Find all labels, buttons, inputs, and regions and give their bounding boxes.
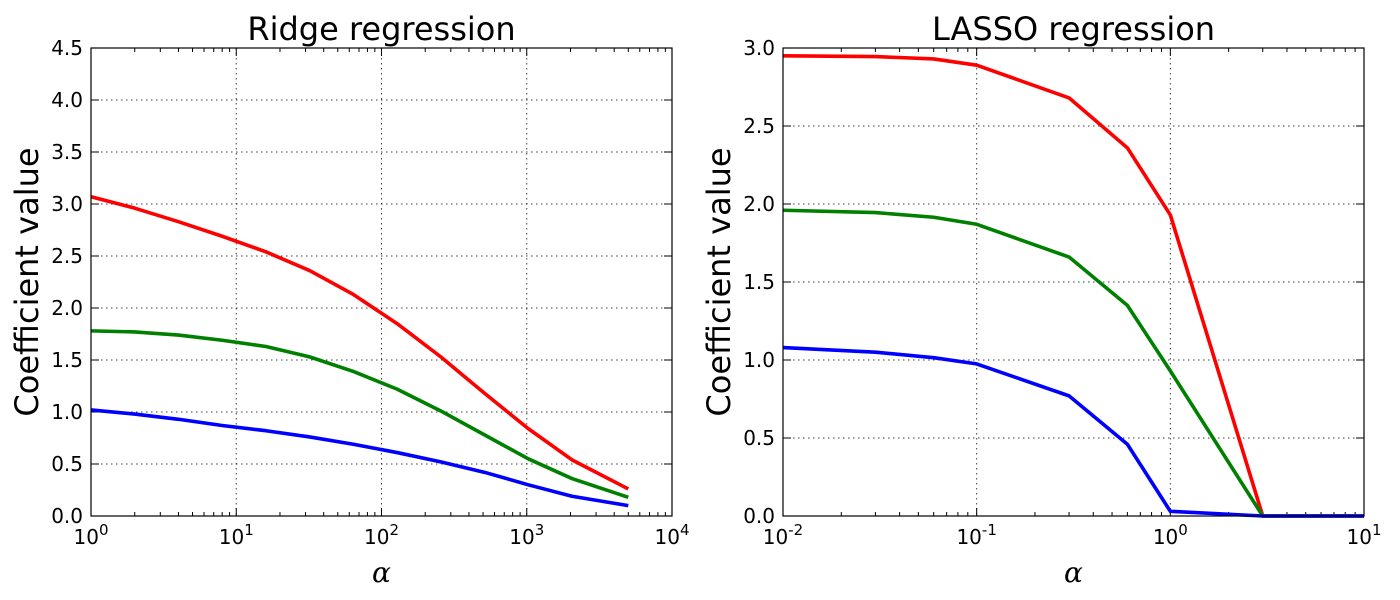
lasso-series-red-line <box>782 54 1364 518</box>
lasso-y-tick-label: 2.5 <box>743 114 775 138</box>
ridge-y-tick-label: 3.0 <box>51 192 83 216</box>
ridge-y-tick-label: 0.5 <box>51 452 83 476</box>
ridge-series-green-line <box>90 329 629 499</box>
ridge-plot-area <box>90 47 673 517</box>
ridge-y-tick-label: 4.5 <box>51 36 83 60</box>
ridge-series-red-line <box>90 194 630 491</box>
ridge-y-tick-label: 1.5 <box>51 348 83 372</box>
ridge-y-axis-label: Coefficient value <box>8 147 46 416</box>
lasso-y-tick-label: 0.0 <box>743 504 775 528</box>
ridge-x-tick-label: 104 <box>655 521 690 549</box>
ridge-grid <box>90 47 673 517</box>
lasso-x-tick-label: 100 <box>1153 521 1188 549</box>
lasso-series-green-line <box>782 208 1364 518</box>
lasso-x-axis-label: α <box>1064 556 1083 589</box>
ridge-y-tick-label: 2.5 <box>51 244 83 268</box>
ridge-chart-panel: Ridge regression Coefficient value α 0.0… <box>8 10 690 589</box>
lasso-y-tick-label: 3.0 <box>743 36 775 60</box>
lasso-y-tick-label: 0.5 <box>743 426 775 450</box>
ridge-y-tick-label: 3.5 <box>51 140 83 164</box>
ridge-x-axis-label: α <box>372 556 391 589</box>
ridge-y-tick-label: 2.0 <box>51 296 83 320</box>
lasso-x-tick-label: 10-2 <box>763 521 803 549</box>
lasso-chart-title: LASSO regression <box>932 10 1215 48</box>
ridge-x-tick-label: 103 <box>509 521 544 549</box>
ridge-x-tick-label: 102 <box>364 521 399 549</box>
ridge-y-tick-label: 4.0 <box>51 88 83 112</box>
lasso-y-axis-label: Coefficient value <box>700 147 738 416</box>
ridge-y-tick-label: 0.0 <box>51 504 83 528</box>
ridge-chart-title: Ridge regression <box>247 10 515 48</box>
lasso-y-tick-label: 1.5 <box>743 270 775 294</box>
lasso-plot-area <box>782 47 1365 517</box>
ridge-series-blue-line <box>90 408 629 508</box>
ridge-y-tick-label: 1.0 <box>51 400 83 424</box>
lasso-y-tick-label: 1.0 <box>743 348 775 372</box>
lasso-y-tick-label: 2.0 <box>743 192 775 216</box>
lasso-grid <box>782 47 1365 517</box>
lasso-x-tick-label: 101 <box>1347 521 1382 549</box>
lasso-x-tick-label: 10-1 <box>956 521 996 549</box>
ridge-x-tick-label: 101 <box>219 521 254 549</box>
lasso-series-blue-line <box>782 345 1364 518</box>
ridge-x-tick-label: 100 <box>74 521 109 549</box>
lasso-chart-panel: LASSO regression Coefficient value α 0.0… <box>700 10 1382 589</box>
